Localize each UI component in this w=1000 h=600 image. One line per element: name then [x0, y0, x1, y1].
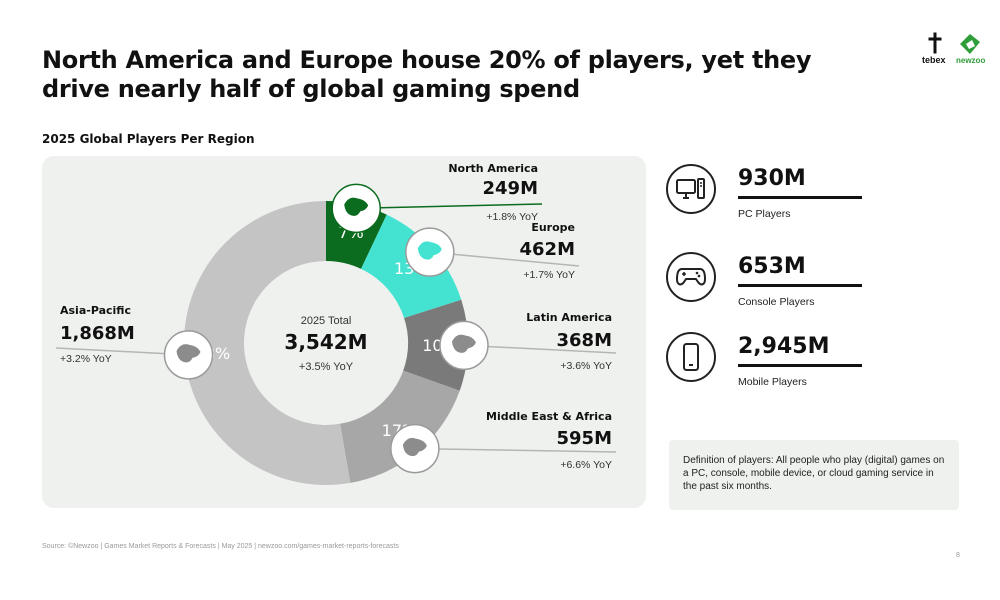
region-name: Middle East & Africa	[486, 410, 612, 423]
page-number: 8	[956, 552, 960, 559]
callout-latin-america: Latin America 368M +3.6% YoY	[526, 311, 612, 372]
region-yoy: +6.6% YoY	[560, 459, 612, 471]
newzoo-logo: newzoo	[956, 34, 985, 65]
chart-title: 2025 Global Players Per Region	[42, 132, 255, 146]
tebex-logo: tebex	[922, 32, 946, 65]
brand-logos: tebex newzoo	[918, 32, 990, 66]
total-yoy: +3.5% YoY	[299, 361, 354, 373]
callout-asia-pacific: Asia-Pacific 1,868M +3.2% YoY	[60, 304, 135, 365]
callout-europe: Europe 462M +1.7% YoY	[520, 221, 576, 281]
donut-slices	[183, 201, 468, 485]
platform-rule	[738, 364, 862, 367]
region-callouts	[55, 183, 617, 474]
europe-map-icon	[405, 227, 455, 277]
africa-map-icon	[390, 423, 440, 474]
callout-north-america: North America 249M +1.8% YoY	[448, 162, 538, 223]
region-value: 1,868M	[60, 323, 135, 344]
platform-console: 653M Console Players	[666, 252, 966, 316]
region-name: Asia-Pacific	[60, 304, 131, 317]
platform-pc: 930M PC Players	[666, 164, 966, 228]
region-chart-panel: 7%13%10%17%53% 2025 Total 3,542M +3.5% Y…	[42, 156, 646, 508]
region-value: 368M	[557, 330, 613, 351]
region-yoy: +1.8% YoY	[486, 211, 538, 223]
asia-pacific-map-icon	[163, 330, 214, 380]
mobile-phone-icon	[666, 332, 716, 382]
leader-line	[429, 251, 580, 267]
platform-mobile: 2,945M Mobile Players	[666, 332, 966, 396]
region-donut-chart: 7%13%10%17%53% 2025 Total 3,542M +3.5% Y…	[55, 162, 617, 485]
region-name: North America	[448, 162, 538, 175]
donut-slice-asia-pacific	[183, 201, 351, 485]
callout-middle-east-africa: Middle East & Africa 595M +6.6% YoY	[486, 410, 612, 471]
platform-value: 653M	[738, 254, 806, 279]
region-value: 249M	[483, 178, 539, 199]
pc-icon	[666, 164, 716, 214]
source-note: Source: ©Newzoo | Games Market Reports &…	[42, 543, 399, 550]
leader-line	[414, 447, 617, 453]
region-name: Latin America	[526, 311, 612, 324]
tebex-wordmark: tebex	[922, 55, 946, 65]
platform-value: 2,945M	[738, 334, 830, 359]
region-value: 462M	[520, 239, 576, 260]
total-value: 3,542M	[284, 330, 367, 354]
platform-label: Mobile Players	[738, 376, 807, 388]
platform-label: Console Players	[738, 296, 815, 308]
page-title: North America and Europe house 20% of pl…	[42, 46, 812, 103]
platform-rule	[738, 284, 862, 287]
gamepad-icon	[666, 252, 716, 302]
total-label: 2025 Total	[301, 315, 352, 327]
leader-line	[463, 344, 617, 354]
region-yoy: +1.7% YoY	[523, 269, 575, 281]
donut-slice-middle-east-africa	[340, 370, 460, 483]
latin-america-map-icon	[439, 320, 489, 371]
platform-value: 930M	[738, 166, 806, 191]
region-name: Europe	[531, 221, 575, 234]
platform-rule	[738, 196, 862, 199]
north-america-map-icon	[331, 183, 381, 234]
platform-label: PC Players	[738, 208, 791, 220]
definition-note: Definition of players: All people who pl…	[669, 440, 959, 510]
leader-line	[356, 203, 543, 210]
donut-slice-latin-america	[403, 299, 468, 391]
region-value: 595M	[557, 428, 613, 449]
region-yoy: +3.2% YoY	[60, 353, 112, 365]
region-yoy: +3.6% YoY	[560, 360, 612, 372]
newzoo-wordmark: newzoo	[956, 56, 985, 65]
